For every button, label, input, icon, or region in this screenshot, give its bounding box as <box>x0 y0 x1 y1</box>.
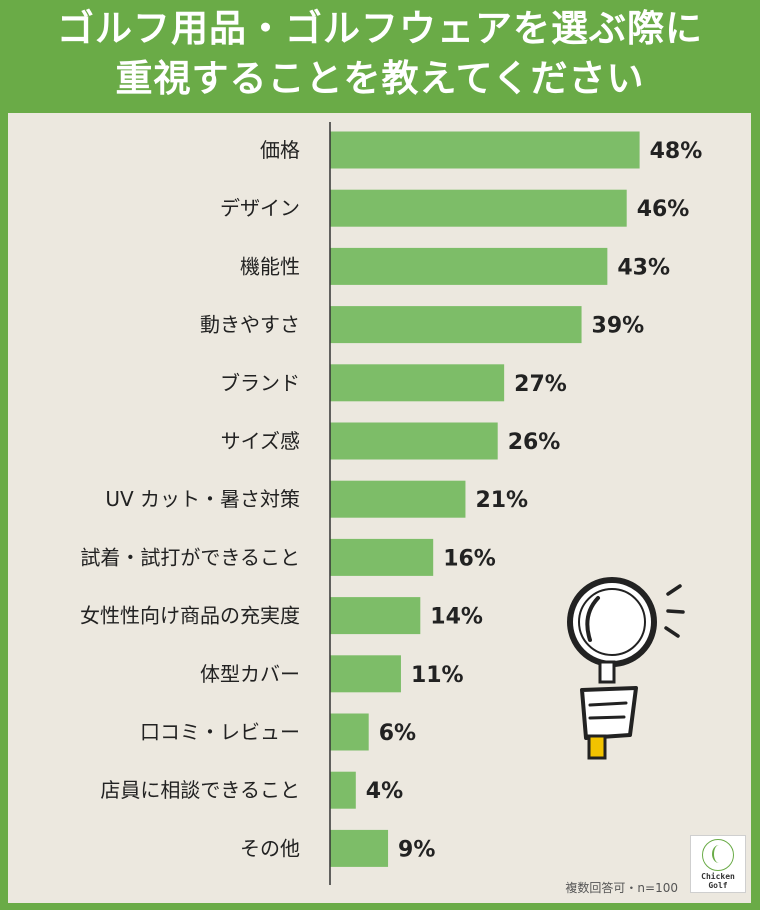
response-note: 複数回答可・n=100 <box>565 881 678 895</box>
bar-3 <box>330 306 582 344</box>
logo-text-line1: Chicken <box>701 872 735 881</box>
category-label-8: 女性性向け商品の充実度 <box>80 604 300 628</box>
value-label-2: 43% <box>617 255 670 280</box>
category-label-10: 口コミ・レビュー <box>140 720 300 744</box>
bar-5 <box>330 422 498 460</box>
bar-6 <box>330 480 466 518</box>
category-label-5: サイズ感 <box>221 429 300 453</box>
bar-0 <box>330 131 640 169</box>
bar-12 <box>330 829 389 867</box>
bar-11 <box>330 771 356 809</box>
chicken-golf-logo: Chicken Golf <box>690 835 746 893</box>
logo-emblem-icon <box>702 839 734 871</box>
chart-title: ゴルフ用品・ゴルフウェアを選ぶ際に 重視することを教えてください <box>0 4 760 104</box>
bar-1 <box>330 189 627 227</box>
value-label-9: 11% <box>411 663 464 688</box>
value-label-4: 27% <box>514 372 567 397</box>
bar-8 <box>330 597 421 635</box>
bar-2 <box>330 247 608 285</box>
value-label-6: 21% <box>475 488 528 513</box>
bar-10 <box>330 713 369 751</box>
bar-7 <box>330 538 434 576</box>
value-label-0: 48% <box>650 139 703 164</box>
category-label-9: 体型カバー <box>200 662 300 686</box>
value-label-12: 9% <box>398 837 435 862</box>
bar-4 <box>330 364 505 402</box>
title-line-2: 重視することを教えてください <box>115 57 645 100</box>
value-label-11: 4% <box>366 779 403 804</box>
value-label-5: 26% <box>508 430 561 455</box>
value-label-10: 6% <box>379 721 416 746</box>
category-label-4: ブランド <box>220 371 300 395</box>
category-label-12: その他 <box>240 836 300 860</box>
category-label-11: 店員に相談できること <box>100 778 300 802</box>
category-label-6: UV カット・暑さ対策 <box>105 487 300 511</box>
category-label-2: 機能性 <box>240 254 300 278</box>
value-label-7: 16% <box>443 546 496 571</box>
value-label-8: 14% <box>430 605 483 630</box>
category-label-0: 価格 <box>260 138 300 162</box>
bar-9 <box>330 655 401 693</box>
value-label-3: 39% <box>592 314 645 339</box>
title-line-1: ゴルフ用品・ゴルフウェアを選ぶ際に <box>57 7 703 50</box>
category-label-3: 動きやすさ <box>200 313 300 337</box>
logo-text-line2: Golf <box>708 881 728 890</box>
value-label-1: 46% <box>637 197 690 222</box>
magnifying-glass-hand-icon <box>567 577 685 760</box>
category-label-1: デザイン <box>220 196 300 220</box>
category-label-7: 試着・試打ができること <box>80 545 300 569</box>
